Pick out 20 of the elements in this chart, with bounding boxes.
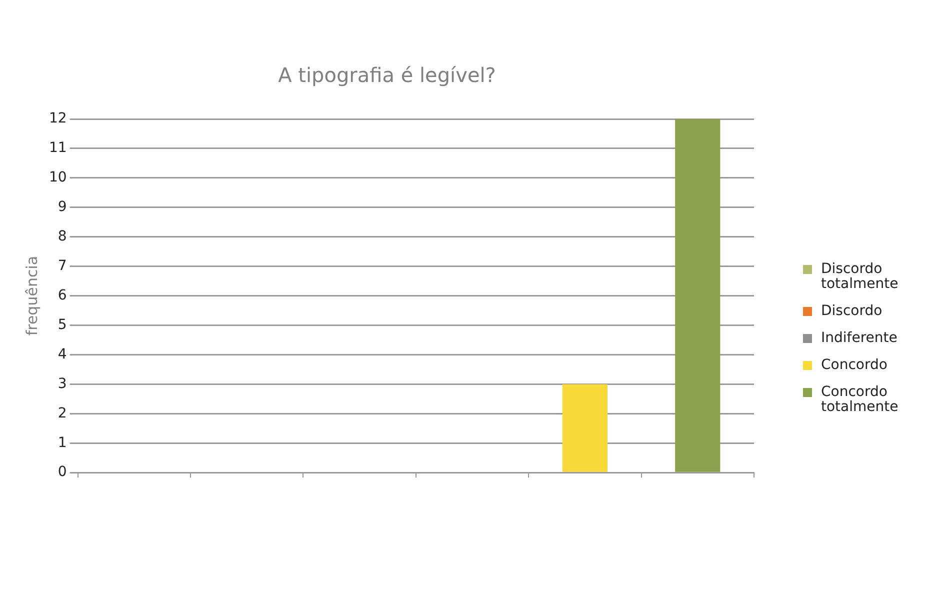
y-tick-label: 2 bbox=[58, 405, 67, 422]
legend-label: Concordo bbox=[821, 357, 888, 373]
y-tick-label: 5 bbox=[58, 316, 67, 333]
y-tick-label: 10 bbox=[48, 170, 67, 186]
legend-label: Indiferente bbox=[821, 330, 898, 346]
y-tick-label: 1 bbox=[58, 434, 67, 451]
y-tick-label: 11 bbox=[48, 140, 67, 156]
y-axis-title: frequência bbox=[22, 256, 41, 336]
y-tick-label: 3 bbox=[58, 376, 67, 392]
y-tick-label: 9 bbox=[58, 199, 67, 216]
y-tick-label: 12 bbox=[48, 110, 67, 127]
legend-label: Discordo totalmente bbox=[821, 261, 900, 292]
y-tick-label: 6 bbox=[58, 287, 67, 304]
chart-title: A tipografia é legível? bbox=[278, 63, 496, 88]
legend-label: Discordo bbox=[821, 303, 882, 319]
y-tick-label: 0 bbox=[58, 464, 67, 480]
y-tick-label: 7 bbox=[58, 258, 67, 274]
legend-label: Concordo totalmente bbox=[821, 384, 900, 415]
y-tick-label: 8 bbox=[58, 228, 67, 245]
y-tick-label: 4 bbox=[58, 346, 67, 362]
